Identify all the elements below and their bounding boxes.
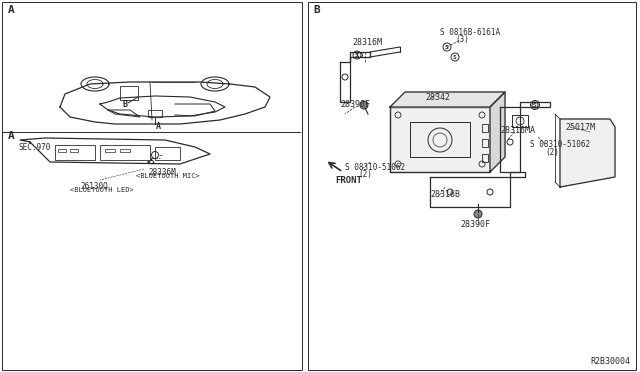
Text: <BLUETOOTH MIC>: <BLUETOOTH MIC> (136, 173, 200, 179)
Bar (55, 145, 95, 160)
Text: 28342: 28342 (425, 93, 450, 102)
Bar (120, 86, 138, 100)
Text: 26130Q: 26130Q (80, 182, 108, 190)
Text: B: B (122, 99, 127, 109)
Text: 28390F: 28390F (460, 219, 490, 228)
Bar (100, 145, 150, 160)
Text: (2): (2) (358, 170, 372, 179)
Text: A: A (8, 5, 15, 15)
Text: 28316MA: 28316MA (500, 125, 535, 135)
Text: SEC.970: SEC.970 (18, 142, 51, 151)
Text: 25017M: 25017M (565, 122, 595, 131)
Circle shape (360, 101, 368, 109)
Bar (148, 110, 162, 117)
Polygon shape (490, 92, 505, 172)
Text: 28336M: 28336M (148, 167, 176, 176)
Text: 28316M: 28316M (352, 38, 382, 46)
Text: (3): (3) (455, 35, 469, 44)
Text: A: A (156, 122, 161, 131)
Bar (155, 147, 180, 160)
Text: S 08310-51062: S 08310-51062 (345, 163, 405, 171)
Bar (70, 149, 78, 152)
Text: S 08310-51062: S 08310-51062 (530, 140, 590, 148)
Bar (58, 149, 66, 152)
Text: FRONT: FRONT (335, 176, 362, 185)
Text: A: A (8, 131, 15, 141)
Bar (410, 122, 470, 157)
Text: S 0816B-6161A: S 0816B-6161A (440, 28, 500, 36)
Text: B: B (313, 5, 320, 15)
Text: S: S (452, 55, 456, 60)
Bar (482, 139, 488, 147)
Bar (390, 107, 490, 172)
Bar (105, 149, 115, 152)
Text: S: S (355, 52, 358, 58)
Text: S: S (445, 45, 448, 49)
Polygon shape (390, 92, 505, 107)
Text: <BLUETOOTH LED>: <BLUETOOTH LED> (70, 187, 134, 193)
Text: 28390F: 28390F (340, 99, 370, 109)
Bar (482, 154, 488, 162)
Bar (512, 115, 528, 127)
Text: S: S (532, 103, 536, 108)
Bar (482, 124, 488, 132)
Polygon shape (560, 119, 615, 187)
Bar (308, 2, 636, 370)
Text: (2): (2) (545, 148, 559, 157)
Bar (2, 2, 302, 370)
Text: R2B30004: R2B30004 (590, 357, 630, 366)
Circle shape (474, 210, 482, 218)
Text: 28316B: 28316B (430, 189, 460, 199)
Bar (120, 149, 130, 152)
